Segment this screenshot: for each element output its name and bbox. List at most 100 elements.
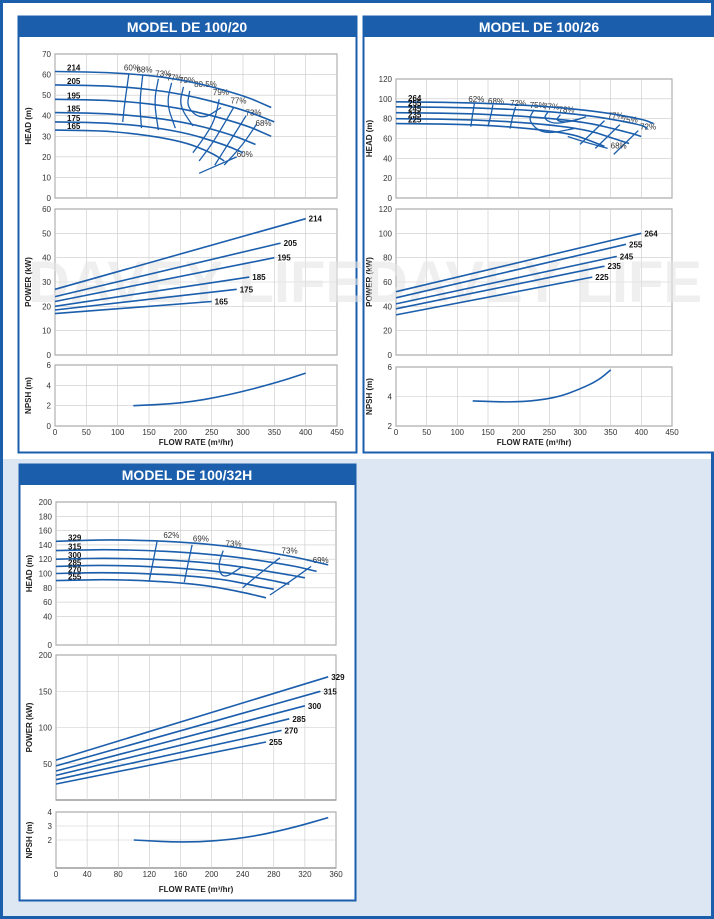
y-tick-label: 200: [39, 498, 53, 507]
chart-title: MODEL DE 100/20: [127, 19, 248, 35]
y-axis-label: HEAD (m): [24, 107, 33, 145]
y-tick-label: 80: [383, 254, 392, 263]
y-axis-label: POWER (kW): [24, 257, 33, 307]
x-tick-label: 450: [330, 428, 344, 437]
series-label: 214: [309, 215, 323, 224]
x-tick-label: 360: [329, 870, 343, 879]
series-label: 245: [620, 252, 634, 261]
y-tick-label: 70: [42, 50, 51, 59]
series-curve: [55, 690, 321, 767]
y-tick-label: 40: [42, 254, 51, 263]
efficiency-label: 77%: [608, 112, 624, 121]
panel-power: 0 10 20 30 40 50 60 POWER (kW)DAVEY LIFE 214 205 1…: [24, 205, 364, 360]
series-label: 205: [284, 239, 298, 248]
efficiency-label: 72%: [510, 99, 526, 108]
x-tick-label: 160: [174, 870, 188, 879]
series-curve: [55, 548, 317, 573]
x-tick-label: 300: [573, 428, 587, 437]
series-label: 235: [408, 111, 422, 120]
series-curve: [54, 121, 244, 154]
x-tick-label: 450: [665, 428, 679, 437]
series-label: 205: [67, 77, 81, 86]
x-tick-label: 50: [82, 428, 91, 437]
x-tick-label: 200: [512, 428, 526, 437]
series-label: 264: [408, 94, 422, 103]
x-tick-label: 320: [298, 870, 312, 879]
series-curve: [54, 70, 272, 109]
y-axis-label: NPSH (m): [24, 377, 33, 414]
series-curve: [54, 276, 250, 308]
y-axis-label: HEAD (m): [25, 555, 34, 593]
efficiency-label: 72%: [640, 123, 656, 132]
efficiency-curve: [183, 544, 193, 583]
series-label: 235: [608, 262, 622, 271]
series-curve: [54, 288, 237, 311]
efficiency-label: 62%: [163, 531, 179, 540]
y-tick-label: 4: [388, 393, 393, 402]
efficiency-label: 79%: [179, 76, 195, 85]
efficiency-label: 68%: [611, 141, 627, 150]
series-label: 245: [408, 105, 422, 114]
panel-head: 0 40 60 80 100 120 140 160 180 200 HEAD (m) 62% 69% 7…: [25, 498, 337, 650]
efficiency-label: 77%: [230, 96, 246, 105]
efficiency-curve: [180, 86, 194, 127]
x-tick-label: 200: [174, 428, 188, 437]
series-curve: [395, 111, 642, 138]
y-tick-label: 0: [47, 351, 52, 360]
x-tick-label: 100: [111, 428, 125, 437]
y-tick-label: 80: [43, 584, 52, 593]
y-tick-label: 100: [39, 724, 53, 733]
x-tick-label: 300: [236, 428, 250, 437]
chart-title-bar: [20, 465, 355, 485]
x-axis-label: FLOW RATE (m³/hr): [497, 438, 572, 447]
series-curve: [54, 242, 281, 298]
y-axis-label: POWER (kW): [365, 257, 374, 307]
series-label: 255: [408, 99, 422, 108]
efficiency-label: 68%: [488, 97, 504, 106]
series-curve: [55, 578, 267, 599]
series-curve: [55, 741, 267, 785]
series-curve: [54, 256, 275, 303]
y-axis-label: NPSH (m): [25, 821, 34, 858]
series-curve: [55, 705, 306, 772]
series-curve: [395, 243, 627, 299]
series-curve: [55, 729, 282, 781]
x-tick-label: 280: [267, 870, 281, 879]
series-label: 300: [68, 551, 82, 560]
x-tick-label: 400: [299, 428, 313, 437]
panel-frame: [54, 364, 338, 427]
series-curve: [54, 84, 275, 123]
y-tick-label: 60: [42, 205, 51, 214]
series-label: 329: [331, 673, 345, 682]
y-tick-label: 2: [48, 836, 53, 845]
series-curve: [395, 265, 605, 310]
y-tick-label: 2: [47, 402, 52, 411]
series-label: 285: [68, 558, 82, 567]
efficiency-label: 73%: [155, 70, 171, 79]
series-curve: [55, 564, 290, 585]
y-tick-label: 30: [42, 132, 51, 141]
chart-title-bar: [19, 17, 356, 37]
y-tick-label: 150: [39, 687, 53, 696]
x-tick-label: 350: [268, 428, 282, 437]
x-tick-label: 0: [54, 870, 59, 879]
x-axis-label: FLOW RATE (m³/hr): [159, 885, 234, 894]
series-curve: [133, 372, 306, 407]
y-tick-label: 80: [383, 115, 392, 124]
y-tick-label: 0: [388, 351, 393, 360]
series-label: 195: [67, 91, 81, 100]
series-curve: [54, 300, 212, 315]
y-tick-label: 50: [42, 91, 51, 100]
x-tick-label: 80: [114, 870, 123, 879]
series-curve: [54, 129, 225, 162]
series-curve: [55, 571, 274, 590]
y-tick-label: 30: [42, 278, 51, 287]
y-tick-label: 0: [47, 194, 52, 203]
y-tick-label: 60: [383, 135, 392, 144]
y-tick-label: 120: [39, 555, 53, 564]
x-tick-label: 250: [205, 428, 219, 437]
series-curve: [395, 255, 617, 305]
